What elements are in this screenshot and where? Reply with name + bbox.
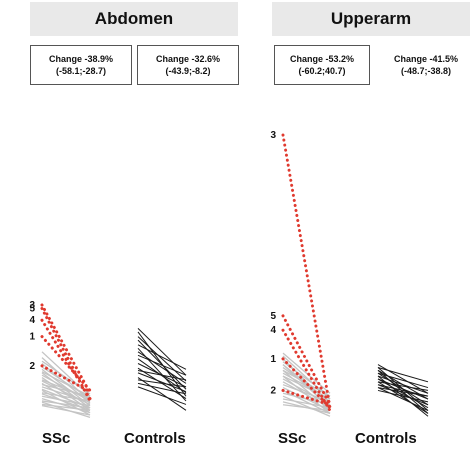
- highlighted-ssc-line: [281, 328, 332, 413]
- ssc-subject-line: [282, 398, 331, 409]
- change-ci: (-58.1;-28.7): [55, 66, 107, 76]
- group-label-abdomen-ssc: SSc: [42, 430, 71, 447]
- change-value: Change -41.5%: [393, 54, 459, 64]
- change-value: Change -32.6%: [155, 54, 221, 64]
- ssc-subject-line: [282, 404, 331, 412]
- highlighted-ssc-line: [281, 388, 332, 407]
- subject-label: 5: [270, 311, 276, 322]
- change-value: Change -38.9%: [48, 54, 114, 64]
- highlighted-ssc-line: [40, 318, 92, 401]
- ssc-subject-line: [41, 388, 91, 409]
- control-subject-line: [137, 377, 187, 411]
- subject-label: 3: [270, 130, 276, 141]
- subject-label: 5: [29, 304, 35, 315]
- ssc-subject-line: [41, 379, 91, 400]
- control-subject-line: [377, 387, 429, 397]
- ssc-subject-line: [41, 397, 91, 414]
- ssc-subject-line: [41, 374, 91, 402]
- ssc-subject-line: [41, 392, 91, 402]
- ssc-subject-line: [282, 352, 331, 394]
- change-box-upperarm-controls: Change -41.5% (-48.7;-38.8): [378, 45, 474, 85]
- ssc-subject-line: [41, 395, 91, 407]
- subject-label: 1: [29, 332, 35, 343]
- control-subject-line: [137, 344, 187, 370]
- control-subject-line: [377, 384, 429, 406]
- highlighted-ssc-line: [40, 364, 92, 394]
- subject-label: 2: [29, 361, 35, 372]
- change-ci: (-48.7;-38.8): [400, 66, 452, 76]
- control-subject-line: [137, 382, 187, 395]
- control-subject-line: [137, 379, 187, 388]
- control-subject-line: [377, 366, 429, 383]
- control-subject-line: [137, 370, 187, 381]
- highlighted-ssc-line: [281, 357, 332, 410]
- control-subject-line: [377, 387, 429, 411]
- change-box-abdomen-controls: Change -32.6% (-43.9;-8.2): [137, 45, 239, 85]
- ssc-subject-line: [41, 371, 91, 397]
- control-subject-line: [137, 358, 187, 394]
- subject-label: 4: [270, 325, 276, 336]
- highlighted-ssc-line: [40, 335, 92, 392]
- control-subject-line: [377, 372, 429, 389]
- control-subject-line: [137, 336, 187, 382]
- subject-label: 4: [29, 315, 35, 326]
- control-subject-line: [137, 386, 187, 405]
- ssc-subject-line: [41, 400, 91, 409]
- change-value: Change -53.2%: [289, 54, 355, 64]
- ssc-subject-line: [41, 404, 91, 416]
- ssc-subject-line: [41, 366, 91, 400]
- change-box-upperarm-ssc: Change -53.2% (-60.2;40.7): [274, 45, 370, 85]
- subject-label: 3: [29, 300, 35, 311]
- group-label-upperarm-ssc: SSc: [278, 430, 307, 447]
- panel-title-upperarm: Upperarm: [272, 2, 470, 36]
- ssc-subject-line: [41, 383, 91, 397]
- change-box-abdomen-ssc: Change -38.9% (-58.1;-28.7): [30, 45, 132, 85]
- ssc-subject-line: [41, 393, 91, 411]
- control-subject-line: [377, 375, 429, 394]
- control-subject-line: [137, 354, 187, 376]
- change-ci: (-60.2;40.7): [298, 66, 346, 76]
- panel-title-abdomen: Abdomen: [30, 2, 238, 36]
- subject-label: 1: [270, 354, 276, 365]
- control-subject-line: [137, 339, 187, 390]
- ssc-subject-line: [282, 395, 331, 417]
- control-subject-line: [377, 378, 429, 400]
- ssc-subject-line: [41, 403, 91, 411]
- control-subject-line: [377, 381, 429, 391]
- control-subject-line: [137, 372, 187, 393]
- highlighted-ssc-line: [281, 133, 332, 410]
- highlighted-ssc-line: [40, 303, 92, 395]
- group-label-abdomen-controls: Controls: [124, 430, 186, 447]
- change-ci: (-43.9;-8.2): [165, 66, 211, 76]
- subject-label: 2: [270, 385, 276, 396]
- ssc-subject-line: [41, 380, 91, 406]
- control-subject-line: [377, 389, 429, 403]
- group-label-upperarm-controls: Controls: [355, 430, 417, 447]
- highlighted-ssc-line: [281, 314, 332, 407]
- control-subject-line: [137, 328, 187, 376]
